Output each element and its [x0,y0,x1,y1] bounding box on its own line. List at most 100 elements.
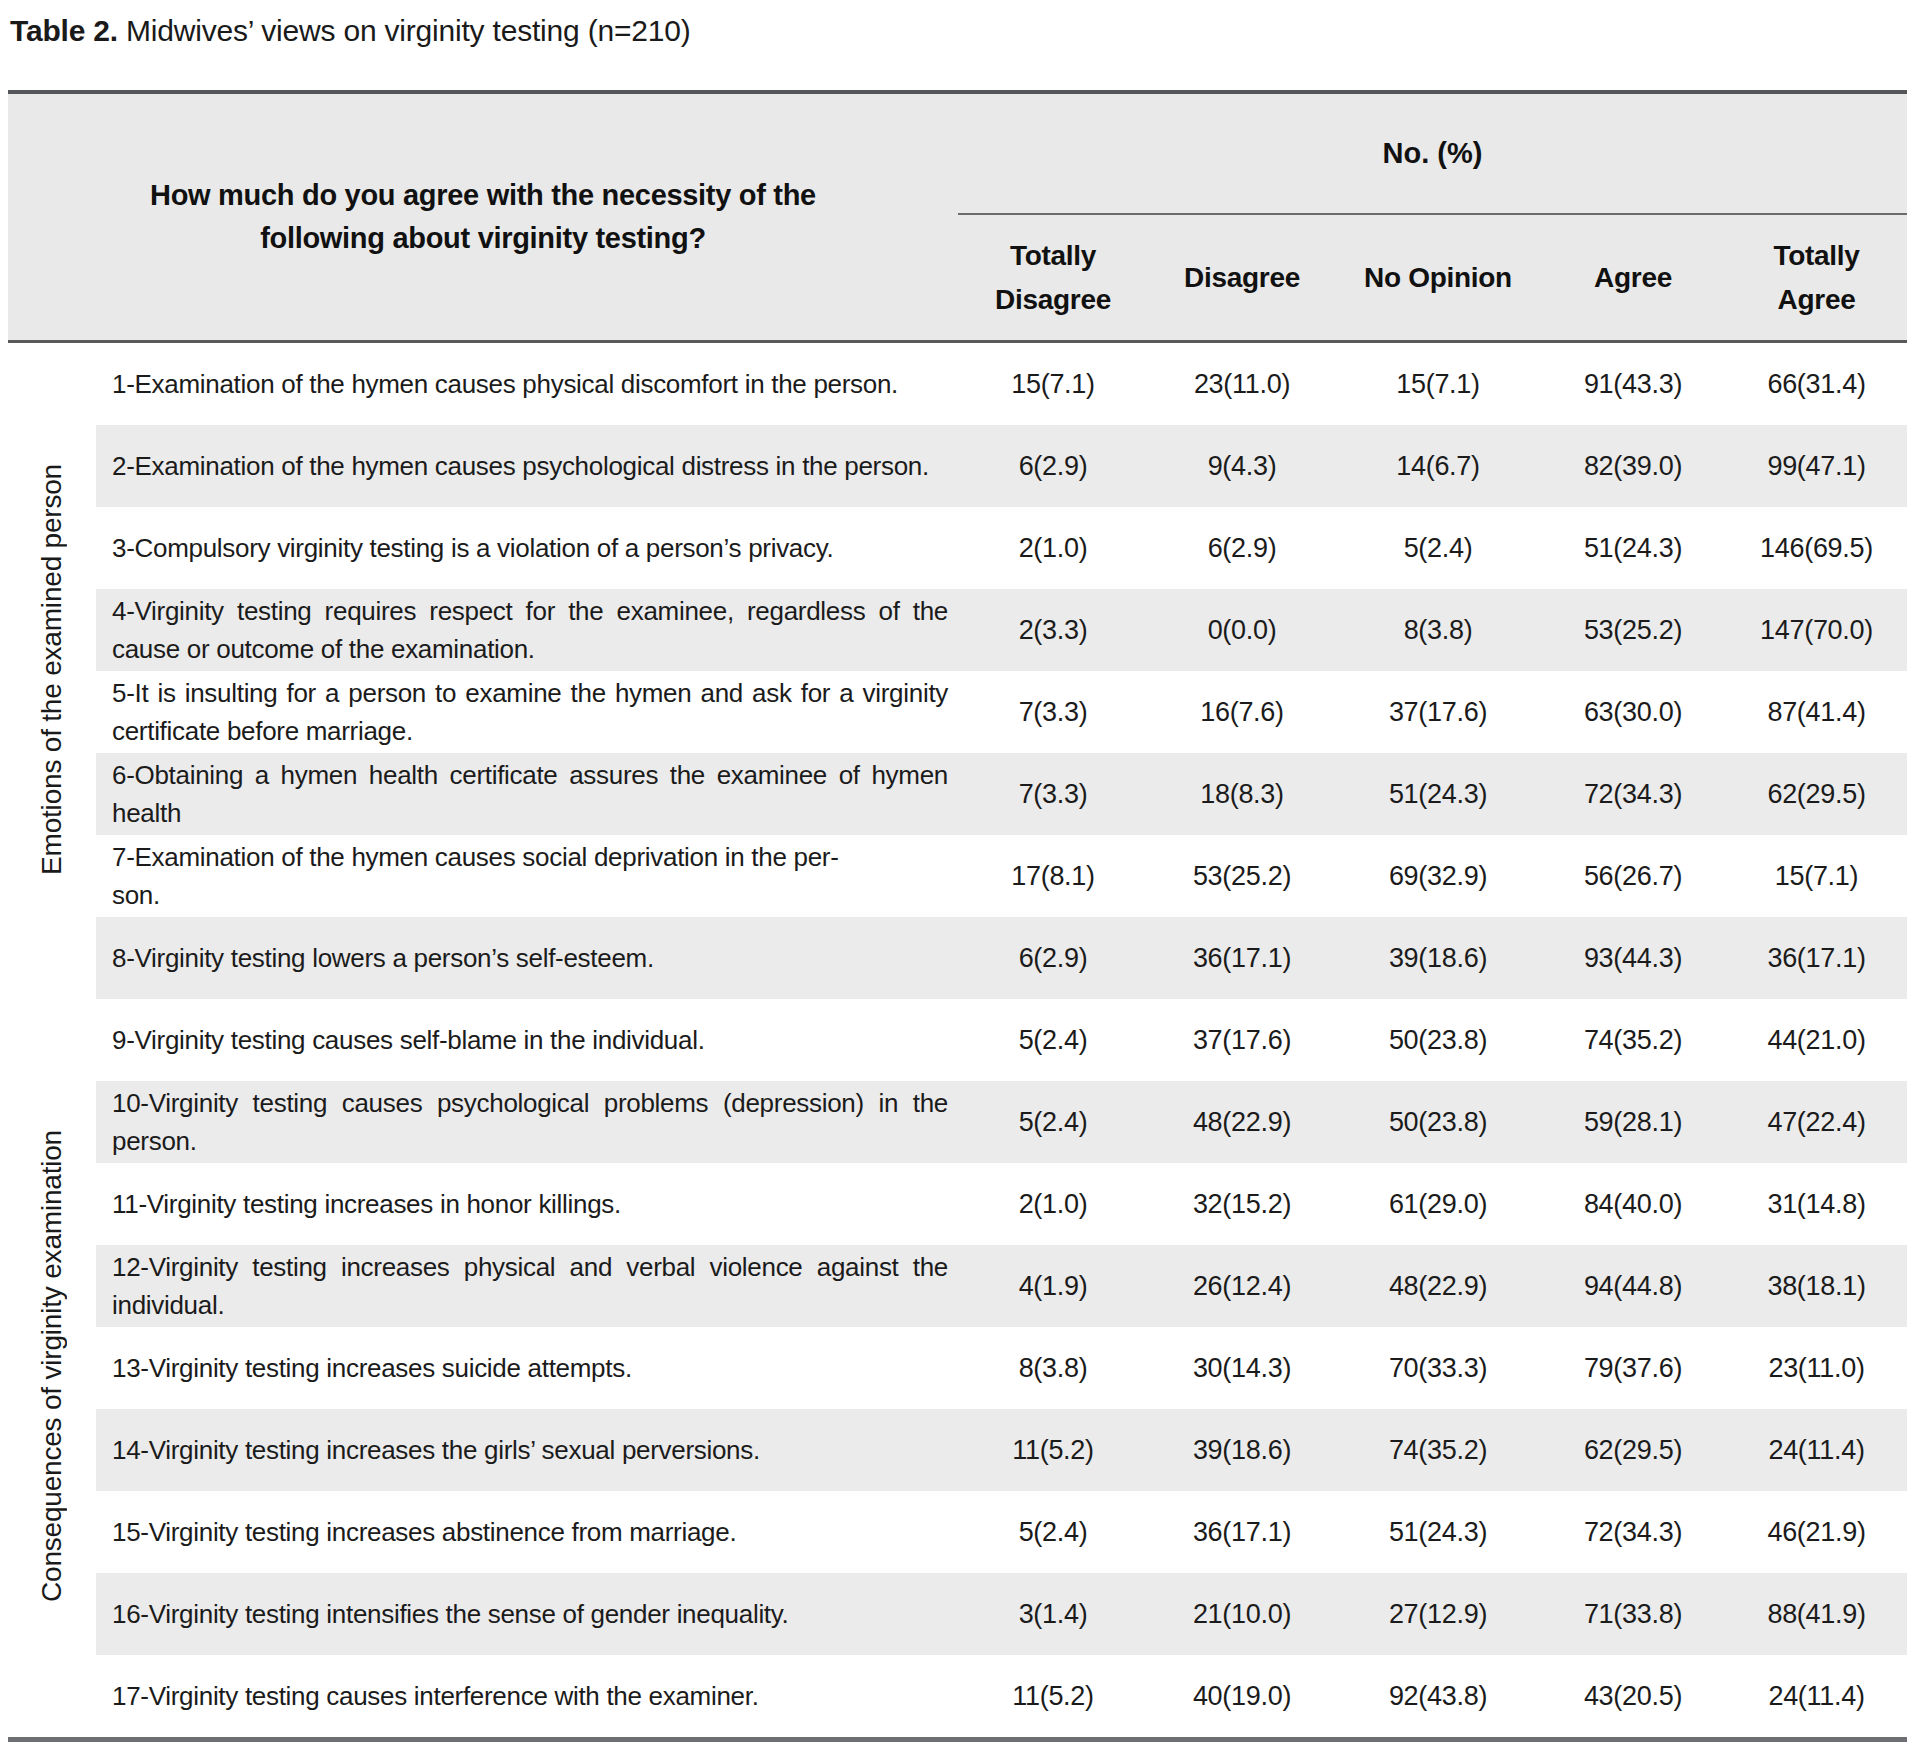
value-cell: 53(25.2) [1148,835,1336,917]
value-cell: 70(33.3) [1336,1327,1540,1409]
table-row: 3-Compulsory virginity testing is a viol… [8,507,1907,589]
value-cell: 14(6.7) [1336,425,1540,507]
value-cell: 5(2.4) [1336,507,1540,589]
value-cell: 21(10.0) [1148,1573,1336,1655]
value-cell: 48(22.9) [1148,1081,1336,1163]
value-cell: 15(7.1) [1336,342,1540,426]
value-cell: 31(14.8) [1726,1163,1907,1245]
question-header-text: How much do you agree with the necessity… [118,174,848,261]
value-cell: 88(41.9) [1726,1573,1907,1655]
value-cell: 18(8.3) [1148,753,1336,835]
value-cell: 0(0.0) [1148,589,1336,671]
value-cell: 5(2.4) [958,1491,1148,1573]
value-cell: 23(11.0) [1148,342,1336,426]
table-header: How much do you agree with the necessity… [8,92,1907,342]
table-row: 17-Virginity testing causes interference… [8,1655,1907,1740]
column-header-disagree: Disagree [1148,214,1336,342]
value-cell: 36(17.1) [1148,917,1336,999]
value-cell: 5(2.4) [958,999,1148,1081]
value-cell: 51(24.3) [1336,1491,1540,1573]
value-cell: 4(1.9) [958,1245,1148,1327]
value-cell: 37(17.6) [1336,671,1540,753]
column-header-totally-agree: Totally Agree [1726,214,1907,342]
value-cell: 72(34.3) [1540,1491,1726,1573]
value-cell: 50(23.8) [1336,1081,1540,1163]
table-row: Consequences of virginity examination9-V… [8,999,1907,1081]
question-cell: 2-Examination of the hymen causes psycho… [96,425,958,507]
question-cell: 15-Virginity testing increases abstinenc… [96,1491,958,1573]
value-cell: 2(3.3) [958,589,1148,671]
table-row: 11-Virginity testing increases in honor … [8,1163,1907,1245]
value-cell: 82(39.0) [1540,425,1726,507]
question-cell: 8-Virginity testing lowers a person’s se… [96,917,958,999]
value-cell: 91(43.3) [1540,342,1726,426]
value-cell: 59(28.1) [1540,1081,1726,1163]
question-cell: 10-Virginity testing causes psychologica… [96,1081,958,1163]
value-cell: 5(2.4) [958,1081,1148,1163]
value-cell: 63(30.0) [1540,671,1726,753]
question-cell: 11-Virginity testing increases in honor … [96,1163,958,1245]
value-cell: 17(8.1) [958,835,1148,917]
value-cell: 40(19.0) [1148,1655,1336,1740]
question-header-cell: How much do you agree with the necessity… [8,92,958,342]
row-group-cell: Emotions of the examined person [8,342,96,1000]
value-cell: 146(69.5) [1726,507,1907,589]
value-cell: 66(31.4) [1726,342,1907,426]
value-cell: 74(35.2) [1540,999,1726,1081]
value-cell: 3(1.4) [958,1573,1148,1655]
table-row: 2-Examination of the hymen causes psycho… [8,425,1907,507]
value-cell: 92(43.8) [1336,1655,1540,1740]
table-row: 8-Virginity testing lowers a person’s se… [8,917,1907,999]
value-cell: 6(2.9) [958,917,1148,999]
column-header-totally-disagree: Totally Disagree [958,214,1148,342]
question-cell: 13-Virginity testing increases suicide a… [96,1327,958,1409]
value-cell: 24(11.4) [1726,1655,1907,1740]
table-row: 13-Virginity testing increases suicide a… [8,1327,1907,1409]
value-cell: 30(14.3) [1148,1327,1336,1409]
question-cell: 4-Virginity testing requires respect for… [96,589,958,671]
value-cell: 62(29.5) [1726,753,1907,835]
question-cell: 14-Virginity testing increases the girls… [96,1409,958,1491]
value-cell: 46(21.9) [1726,1491,1907,1573]
value-cell: 36(17.1) [1726,917,1907,999]
value-cell: 6(2.9) [958,425,1148,507]
question-cell: 17-Virginity testing causes interference… [96,1655,958,1740]
value-cell: 84(40.0) [1540,1163,1726,1245]
table-row: 6-Obtaining a hymen health certificate a… [8,753,1907,835]
table-row: Emotions of the examined person1-Examina… [8,342,1907,426]
value-cell: 74(35.2) [1336,1409,1540,1491]
value-cell: 62(29.5) [1540,1409,1726,1491]
question-cell: 1-Examination of the hymen causes physic… [96,342,958,426]
value-cell: 44(21.0) [1726,999,1907,1081]
value-cell: 23(11.0) [1726,1327,1907,1409]
value-cell: 37(17.6) [1148,999,1336,1081]
value-cell: 24(11.4) [1726,1409,1907,1491]
value-cell: 2(1.0) [958,1163,1148,1245]
value-cell: 72(34.3) [1540,753,1726,835]
table-caption-label: Table 2. [10,14,118,47]
table-body: Emotions of the examined person 1-Examina… [8,342,1907,1740]
column-header-no-opinion: No Opinion [1336,214,1540,342]
value-cell: 94(44.8) [1540,1245,1726,1327]
value-cell: 9(4.3) [1148,425,1336,507]
value-cell: 39(18.6) [1148,1409,1336,1491]
value-cell: 39(18.6) [1336,917,1540,999]
value-cell: 79(37.6) [1540,1327,1726,1409]
row-group-label: Consequences of virginity examination [36,1130,68,1602]
table-row: 12-Virginity testing increases physical … [8,1245,1907,1327]
table-row: 4-Virginity testing requires respect for… [8,589,1907,671]
value-cell: 26(12.4) [1148,1245,1336,1327]
value-cell: 6(2.9) [1148,507,1336,589]
value-cell: 7(3.3) [958,753,1148,835]
value-cell: 147(70.0) [1726,589,1907,671]
value-cell: 2(1.0) [958,507,1148,589]
table-caption-text: Midwives’ views on virginity testing (n=… [126,14,690,47]
value-cell: 43(20.5) [1540,1655,1726,1740]
row-group-label: Emotions of the examined person [36,464,68,875]
page: Table 2. Midwives’ views on virginity te… [0,0,1915,1756]
column-header-agree: Agree [1540,214,1726,342]
table-row: 5-It is insulting for a person to examin… [8,671,1907,753]
table-caption: Table 2. Midwives’ views on virginity te… [10,10,1915,52]
value-cell: 47(22.4) [1726,1081,1907,1163]
value-cell: 16(7.6) [1148,671,1336,753]
